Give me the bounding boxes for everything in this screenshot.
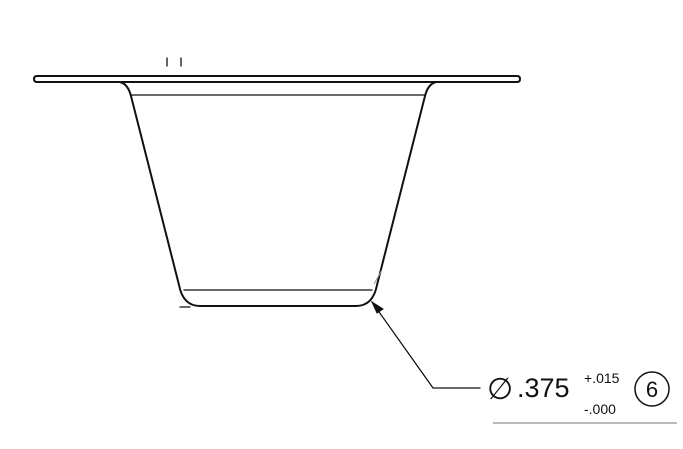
diameter-symbol: ∅ — [487, 373, 513, 406]
lower-tolerance: -.000 — [584, 401, 616, 417]
flange-outline — [33, 75, 521, 83]
diameter-callout: ∅ .375 +.015 -.000 6 — [487, 370, 677, 424]
leader-arrowhead — [370, 300, 384, 314]
balloon-circle — [634, 371, 670, 407]
nominal-dimension: .375 — [517, 373, 570, 403]
upper-tolerance: +.015 — [584, 370, 620, 386]
extension-marks — [179, 269, 383, 308]
reference-tick-marks — [166, 57, 182, 67]
leader-line — [370, 300, 481, 389]
cup-body-outline — [119, 81, 437, 307]
balloon-number: 6 — [646, 377, 658, 402]
fillet-tangent-lines — [130, 94, 426, 291]
